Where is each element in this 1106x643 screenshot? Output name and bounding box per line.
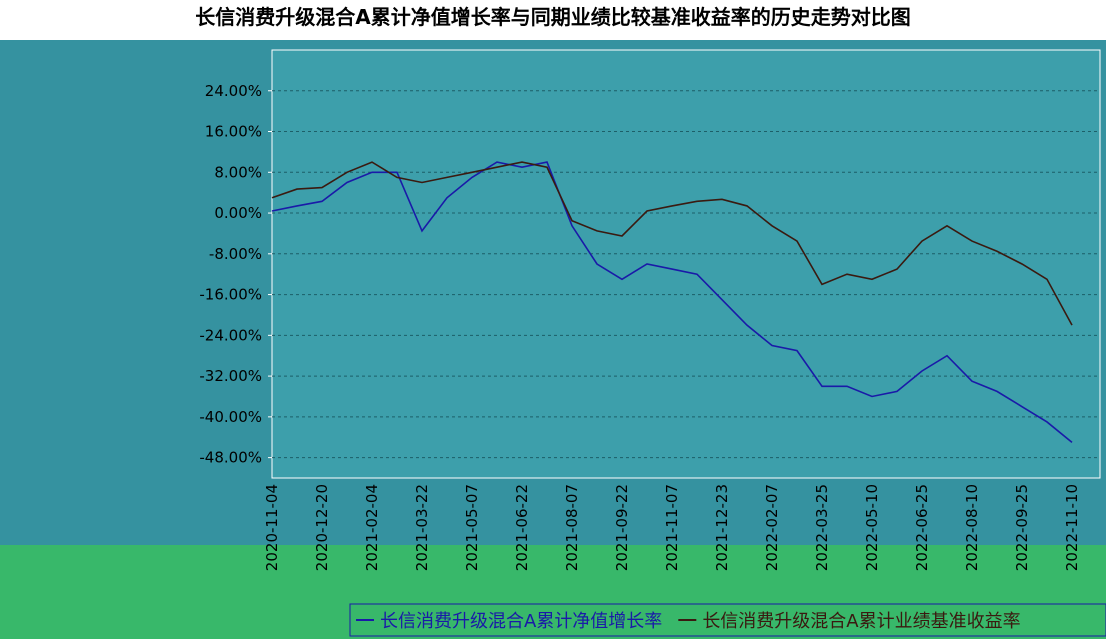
x-tick-label: 2021-03-22 <box>413 484 431 571</box>
x-tick-label: 2022-11-10 <box>1063 484 1081 571</box>
plot-area <box>272 50 1100 478</box>
y-tick-label: -8.00% <box>209 245 262 263</box>
x-tick-label: 2021-06-22 <box>513 484 531 571</box>
y-tick-label: 8.00% <box>214 163 262 181</box>
x-tick-label: 2022-02-07 <box>763 484 781 571</box>
y-tick-label: 16.00% <box>205 123 262 141</box>
y-tick-label: 24.00% <box>205 82 262 100</box>
y-tick-label: -32.00% <box>199 367 262 385</box>
x-tick-label: 2022-09-25 <box>1013 484 1031 571</box>
x-tick-label: 2021-09-22 <box>613 484 631 571</box>
x-tick-label: 2021-11-07 <box>663 484 681 571</box>
legend: 长信消费升级混合A累计净值增长率 长信消费升级混合A累计业绩基准收益率 <box>350 604 1106 636</box>
x-tick-label: 2021-05-07 <box>463 484 481 571</box>
x-tick-label: 2020-11-04 <box>263 484 281 571</box>
y-tick-label: -24.00% <box>199 326 262 344</box>
y-tick-label: -40.00% <box>199 408 262 426</box>
x-tick-label: 2022-08-10 <box>963 484 981 571</box>
y-tick-label: 0.00% <box>214 204 262 222</box>
legend-label: 长信消费升级混合A累计净值增长率 <box>380 611 662 632</box>
x-tick-label: 2022-06-25 <box>913 484 931 571</box>
x-tick-label: 2020-12-20 <box>313 484 331 571</box>
x-tick-label: 2022-05-10 <box>863 484 881 571</box>
y-tick-label: -48.00% <box>199 449 262 467</box>
chart: 长信消费升级混合A累计净值增长率与同期业绩比较基准收益率的历史走势对比图 长信消… <box>0 0 1106 639</box>
x-tick-label: 2021-08-07 <box>563 484 581 571</box>
legend-label: 长信消费升级混合A累计业绩基准收益率 <box>702 611 1020 632</box>
x-tick-label: 2021-02-04 <box>363 484 381 571</box>
y-tick-label: -16.00% <box>199 286 262 304</box>
x-tick-label: 2021-12-23 <box>713 484 731 571</box>
x-tick-label: 2022-03-25 <box>813 484 831 571</box>
chart-title: 长信消费升级混合A累计净值增长率与同期业绩比较基准收益率的历史走势对比图 <box>195 5 910 29</box>
